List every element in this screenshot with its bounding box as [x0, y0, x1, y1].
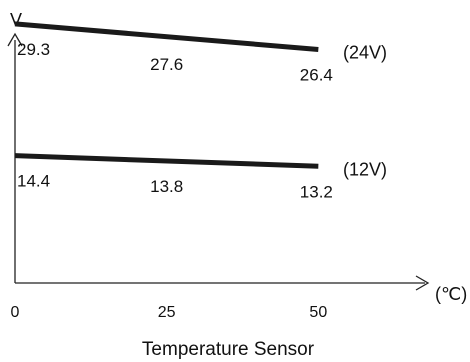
series-0: 29.3 27.6 26.4 (24V) — [14, 21, 387, 85]
x-axis-arrow — [415, 275, 430, 291]
data-label: 13.2 — [300, 182, 333, 201]
y-axis-arrow — [7, 32, 23, 47]
series-group: 29.3 27.6 26.4 (24V) 14.4 13.8 13.2 (12V) — [14, 21, 387, 201]
series-1: 14.4 13.8 13.2 (12V) — [14, 153, 387, 201]
series-name: (24V) — [343, 43, 387, 63]
x-tick-label: 50 — [309, 304, 327, 321]
series-line — [14, 153, 319, 169]
x-tick-label: 0 — [11, 304, 20, 321]
y-axis-label: V — [10, 10, 22, 30]
series-line — [14, 21, 319, 53]
x-ticks: 0 25 50 — [11, 304, 328, 321]
data-label: 13.8 — [150, 177, 183, 196]
x-axis-title: Temperature Sensor — [142, 339, 315, 360]
data-label: 29.3 — [17, 40, 50, 59]
series-name: (12V) — [343, 159, 387, 179]
x-tick-label: 25 — [158, 304, 176, 321]
data-label: 14.4 — [17, 172, 50, 191]
x-axis-unit: (℃) — [435, 284, 467, 304]
data-label: 26.4 — [300, 66, 333, 85]
data-label: 27.6 — [150, 55, 183, 74]
